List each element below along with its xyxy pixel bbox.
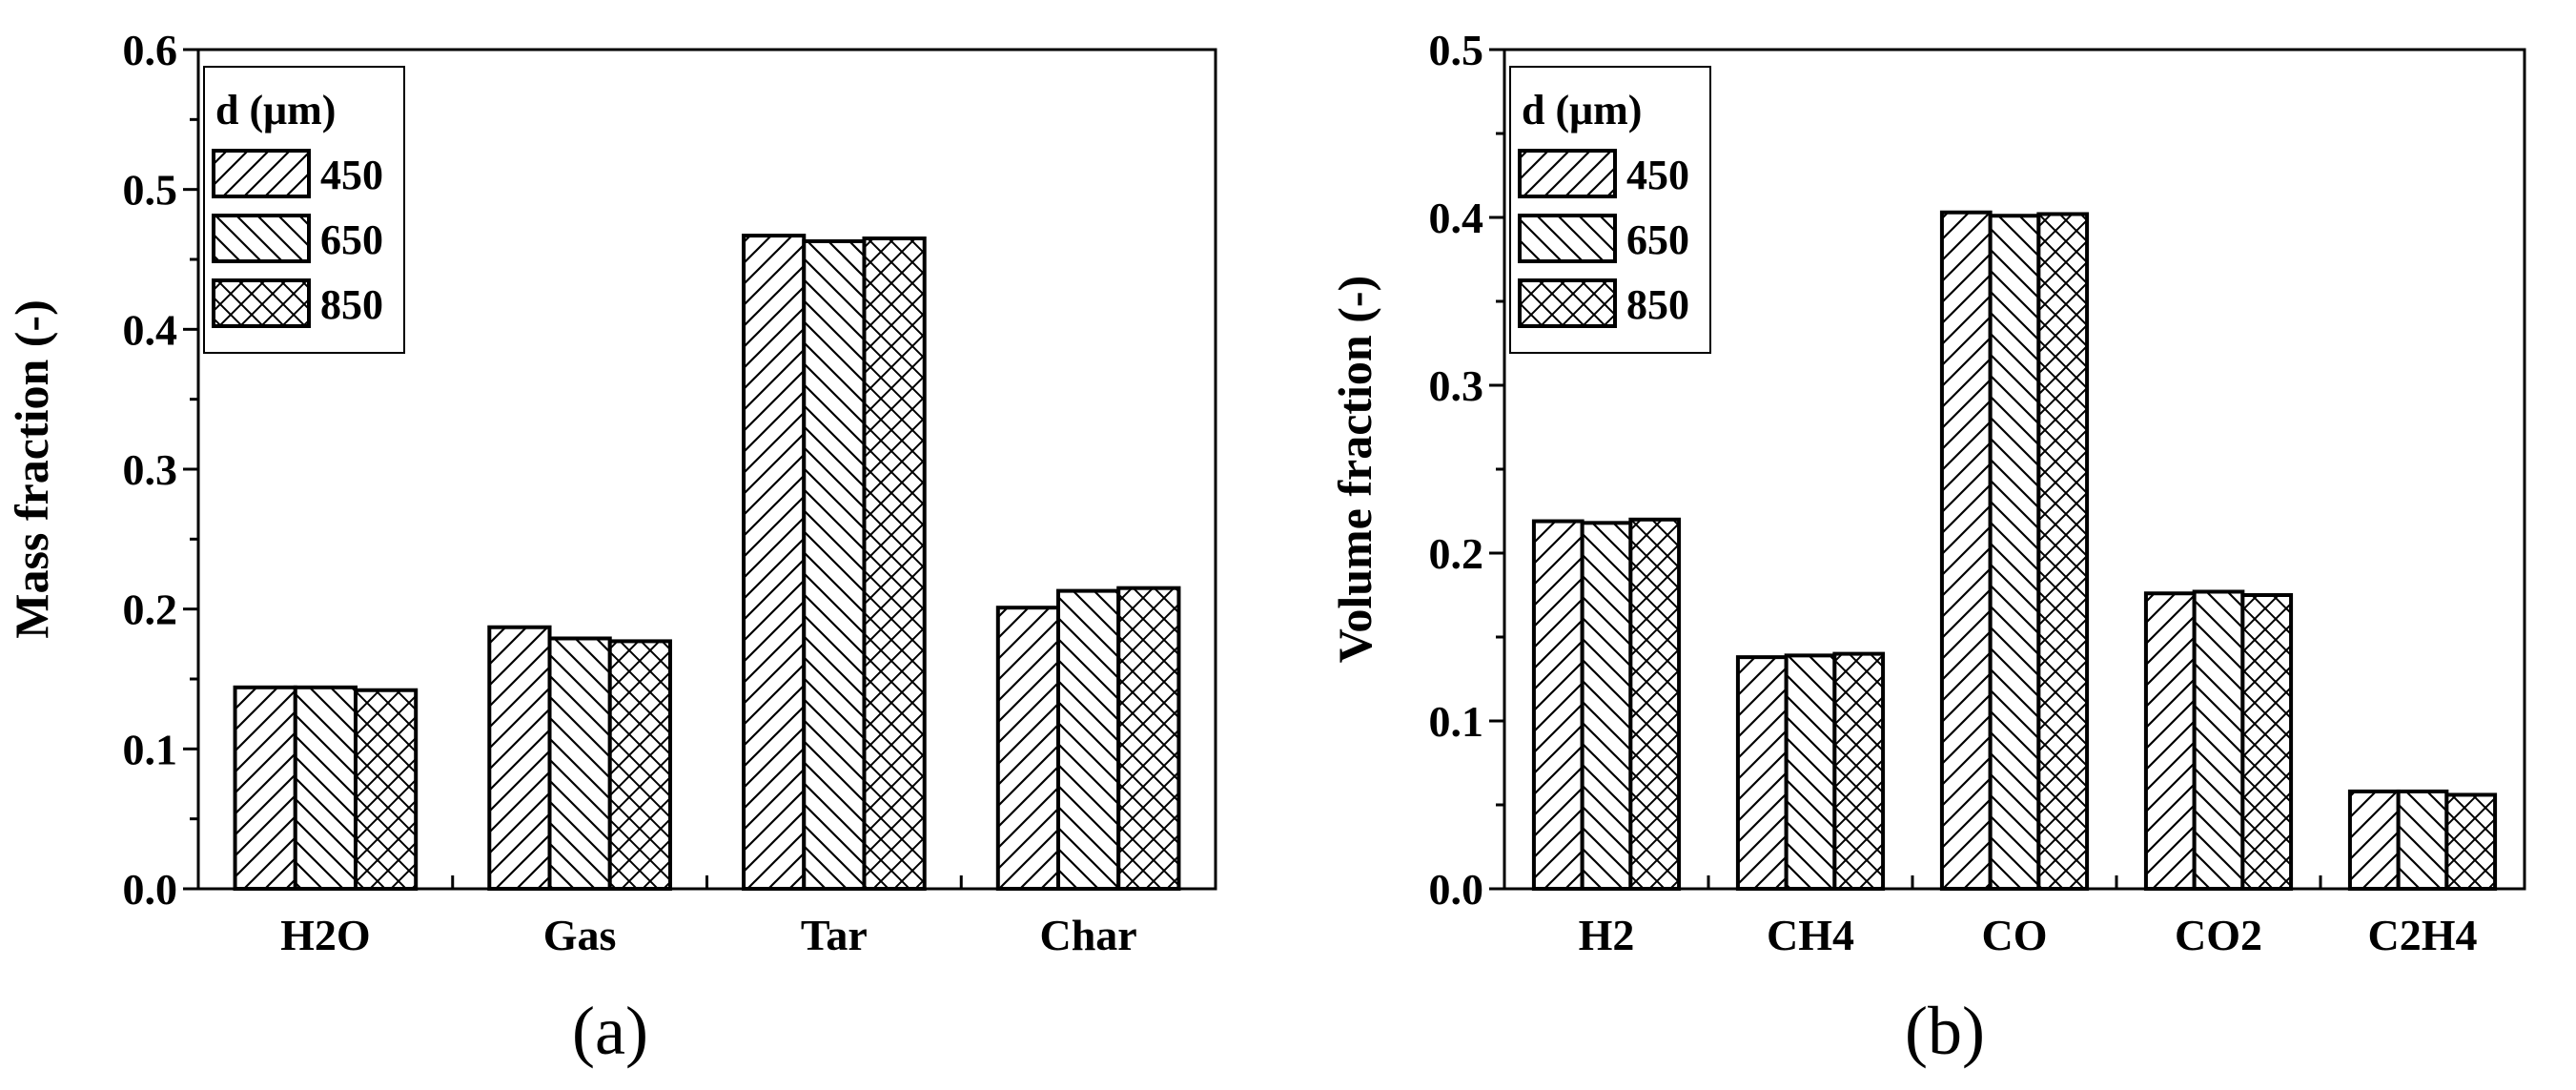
y-tick-label: 0.3 <box>1429 361 1484 410</box>
y-tick-label: 0.5 <box>1429 26 1484 74</box>
bar-co-650 <box>1988 214 2041 892</box>
legend-label-450: 450 <box>1626 152 1689 198</box>
legend-swatch-450 <box>212 149 311 198</box>
bar-co-450 <box>1939 210 1993 892</box>
y-tick-label: 0.4 <box>123 305 178 354</box>
bar-char-450 <box>995 606 1061 891</box>
bar-co2-850 <box>2240 593 2294 891</box>
bar-char-850 <box>1116 586 1181 891</box>
y-axis-title: Volume fraction (-) <box>1328 276 1381 663</box>
legend-label-650: 650 <box>1626 216 1689 263</box>
bar-c2h4-450 <box>2347 789 2401 891</box>
plot-frame <box>1503 48 2526 891</box>
legend-label-850: 850 <box>1626 281 1689 328</box>
y-tick-label: 0.1 <box>123 725 178 773</box>
y-tick-label: 0.4 <box>1429 194 1484 242</box>
panel-label: (a) <box>572 993 648 1069</box>
bar-gas-650 <box>547 636 612 891</box>
y-axis-title: Mass fraction (-) <box>5 299 58 638</box>
x-tick-label-co: CO <box>1982 911 2048 959</box>
legend-swatch-850 <box>212 278 311 328</box>
bar-tar-650 <box>802 238 867 891</box>
legend-swatch-850 <box>1518 278 1617 328</box>
bar-ch4-450 <box>1735 655 1789 891</box>
bar-ch4-850 <box>1832 651 1886 891</box>
y-tick-label: 0.0 <box>123 865 178 914</box>
bar-h2o-650 <box>293 685 358 891</box>
bar-h2-650 <box>1580 521 1633 891</box>
bar-tar-850 <box>862 237 927 891</box>
y-tick-label: 0.2 <box>123 586 178 634</box>
bar-tar-450 <box>742 234 807 891</box>
legend-swatch-650 <box>1518 214 1617 263</box>
chart-panel-b: H2 CH4 CO CO2 C2H4 0.0 0.1 0.2 0.3 0.4 0.5 Volume f… <box>1328 26 2526 1069</box>
y-tick-label: 0.3 <box>123 445 178 494</box>
x-tick-label-char: Char <box>1040 911 1137 959</box>
x-tick-label-h2: H2 <box>1579 911 1635 959</box>
legend-swatch-450 <box>1518 149 1617 198</box>
y-tick-label: 0.5 <box>123 166 178 215</box>
bar-ch4-650 <box>1784 653 1837 891</box>
x-tick-label-c2h4: C2H4 <box>2368 911 2478 959</box>
bar-c2h4-850 <box>2444 792 2498 891</box>
chart-panel-a: H2O Gas Tar Char 0.0 0.1 0.2 0.3 0.4 0.5 0.6 Mass f… <box>5 26 1217 1069</box>
plot-frame <box>196 48 1217 891</box>
bar-h2-450 <box>1531 519 1584 891</box>
bar-h2o-850 <box>353 688 419 891</box>
x-tick-label-gas: Gas <box>543 911 617 959</box>
legend-title: d (μm) <box>215 87 336 134</box>
y-tick-label: 0.6 <box>123 26 178 74</box>
bar-co-850 <box>2036 212 2090 892</box>
legend-label-450: 450 <box>320 152 383 198</box>
y-tick-label: 0.0 <box>1429 865 1484 914</box>
bar-c2h4-650 <box>2396 789 2449 891</box>
bar-gas-850 <box>607 639 672 892</box>
legend-label-850: 850 <box>320 281 383 328</box>
bar-char-650 <box>1056 588 1121 891</box>
bar-h2o-450 <box>233 685 297 891</box>
bar-gas-450 <box>487 625 552 891</box>
bar-co2-450 <box>2143 591 2197 891</box>
legend-swatch-650 <box>212 214 311 263</box>
panel-label: (b) <box>1905 993 1985 1069</box>
legend-label-650: 650 <box>320 216 383 263</box>
y-tick-label: 0.2 <box>1429 529 1484 578</box>
legend-title: d (μm) <box>1522 87 1642 134</box>
x-tick-label-h2o: H2O <box>280 911 371 959</box>
x-tick-label-ch4: CH4 <box>1767 911 1854 959</box>
y-tick-label: 0.1 <box>1429 697 1484 746</box>
x-tick-label-co2: CO2 <box>2175 911 2262 959</box>
bar-co2-650 <box>2192 589 2245 891</box>
bar-h2-850 <box>1628 517 1682 891</box>
x-tick-label-tar: Tar <box>801 911 868 959</box>
